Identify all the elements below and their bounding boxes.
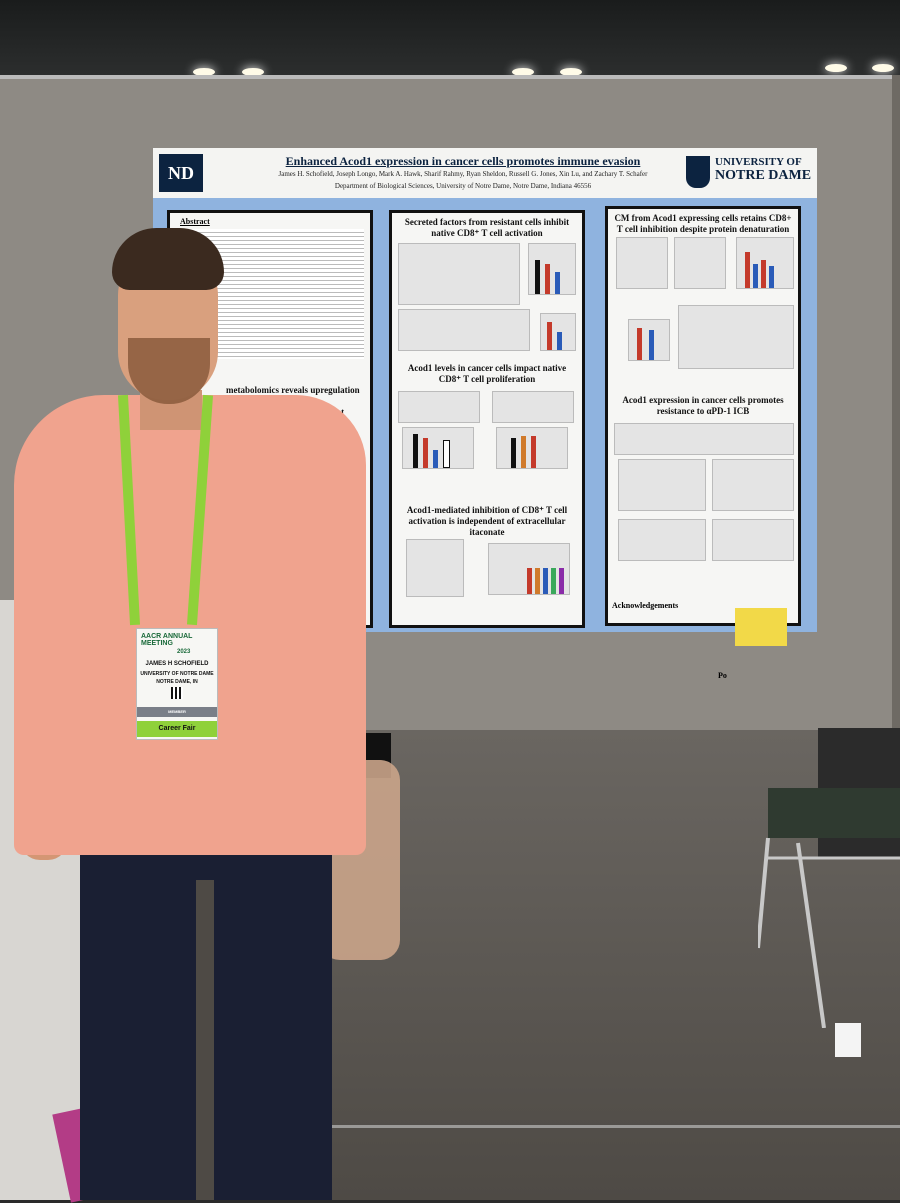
pants-gap bbox=[196, 880, 214, 1200]
paper-cup bbox=[835, 1023, 861, 1057]
chart-bar bbox=[559, 568, 564, 594]
poster-header: ND Enhanced Acod1 expression in cancer c… bbox=[153, 148, 817, 198]
bar-chart bbox=[402, 427, 474, 469]
chart-bar bbox=[543, 568, 548, 594]
chart-bar bbox=[433, 450, 438, 468]
ceiling-light bbox=[193, 68, 215, 76]
poster-department: Department of Biological Sciences, Unive… bbox=[334, 182, 592, 190]
chart-bar bbox=[531, 436, 536, 468]
chart-bar bbox=[555, 272, 560, 294]
chart-bar bbox=[745, 252, 750, 288]
middle-middle-heading: Acod1 levels in cancer cells impact nati… bbox=[407, 363, 567, 384]
ceiling bbox=[0, 0, 900, 85]
figure bbox=[398, 243, 520, 305]
university-shield-icon bbox=[686, 156, 710, 188]
floor-line bbox=[60, 1125, 900, 1128]
chart-bar bbox=[557, 332, 562, 350]
university-name-line1: UNIVERSITY OF bbox=[715, 156, 802, 168]
western-blot bbox=[398, 391, 480, 423]
chart-bar bbox=[551, 568, 556, 594]
bar-chart bbox=[736, 237, 794, 289]
ceiling-light bbox=[825, 64, 847, 72]
poster-title: Enhanced Acod1 expression in cancer cell… bbox=[285, 154, 641, 168]
notre-dame-logo: ND bbox=[159, 154, 203, 192]
chart-bar bbox=[547, 322, 552, 350]
chart-bar bbox=[761, 260, 766, 288]
chart-bar bbox=[527, 568, 532, 594]
ceiling-light bbox=[512, 68, 534, 76]
chart-bar bbox=[649, 330, 654, 360]
bar-chart bbox=[628, 319, 670, 361]
scatter-plot bbox=[618, 519, 706, 561]
bar-chart bbox=[528, 243, 576, 295]
right-top-heading: CM from Acod1 expressing cells retains C… bbox=[614, 213, 792, 234]
chart-bar bbox=[535, 568, 540, 594]
qr-code-icon bbox=[171, 687, 183, 699]
figure bbox=[398, 309, 530, 351]
badge-type: MEMBER bbox=[137, 707, 217, 717]
chart-bar bbox=[423, 438, 428, 468]
poster-pocket-label: Po bbox=[718, 671, 727, 680]
patterned-shirt bbox=[14, 395, 366, 855]
schematic-diagram bbox=[678, 305, 794, 369]
bar-chart bbox=[540, 313, 576, 351]
name-badge: AACR ANNUAL MEETING 2023 JAMES H SCHOFIE… bbox=[136, 628, 218, 740]
ceiling-light bbox=[560, 68, 582, 76]
poster-panel-middle: Secreted factors from resistant cells in… bbox=[389, 210, 585, 628]
badge-affiliation: UNIVERSITY OF NOTRE DAME bbox=[140, 671, 214, 677]
university-name-line2: NOTRE DAME bbox=[715, 168, 812, 183]
badge-name: JAMES H SCHOFIELD bbox=[145, 661, 209, 667]
ceiling-light bbox=[872, 64, 894, 72]
chart-bar bbox=[769, 266, 774, 288]
ceiling-light bbox=[242, 68, 264, 76]
acknowledgements-heading: Acknowledgements bbox=[612, 601, 679, 610]
poster-panel-right: CM from Acod1 expressing cells retains C… bbox=[605, 206, 801, 680]
badge-city: NOTRE DAME, IN bbox=[156, 679, 198, 685]
chart-bar bbox=[545, 264, 550, 294]
western-blot bbox=[492, 391, 574, 423]
badge-year: 2023 bbox=[177, 649, 191, 655]
middle-bottom-heading: Acod1-mediated inhibition of CD8⁺ T cell… bbox=[406, 505, 568, 537]
poster-authors: James H. Schofield, Joseph Longo, Mark A… bbox=[278, 170, 648, 178]
badge-org: AACR ANNUAL MEETING bbox=[141, 633, 193, 647]
middle-top-heading: Secreted factors from resistant cells in… bbox=[404, 217, 570, 238]
sticky-note bbox=[735, 608, 787, 646]
poster-board-edge bbox=[892, 75, 900, 730]
chart-bar bbox=[511, 438, 516, 468]
mouse-schematic bbox=[614, 423, 794, 455]
badge-ribbon: Career Fair bbox=[137, 721, 217, 737]
hair bbox=[112, 228, 224, 290]
flow-histogram bbox=[406, 539, 464, 597]
scatter-plot bbox=[712, 459, 794, 511]
folding-chair bbox=[758, 728, 900, 1028]
chart-bar bbox=[753, 264, 758, 288]
right-middle-heading: Acod1 expression in cancer cells promote… bbox=[622, 395, 784, 416]
flow-histogram bbox=[616, 237, 668, 289]
university-name: UNIVERSITY OF NOTRE DAME bbox=[715, 156, 815, 183]
chart-bar bbox=[443, 440, 450, 468]
chart-bar bbox=[637, 328, 642, 360]
line-chart bbox=[618, 459, 706, 511]
flow-histogram bbox=[674, 237, 726, 289]
abstract-heading: Abstract bbox=[180, 217, 210, 226]
bar-chart bbox=[496, 427, 568, 469]
chart-bar bbox=[521, 436, 526, 468]
scatter-plot bbox=[712, 519, 794, 561]
bar-chart bbox=[488, 543, 570, 595]
beard bbox=[128, 338, 210, 404]
chart-bar bbox=[535, 260, 540, 294]
chart-bar bbox=[413, 434, 418, 468]
